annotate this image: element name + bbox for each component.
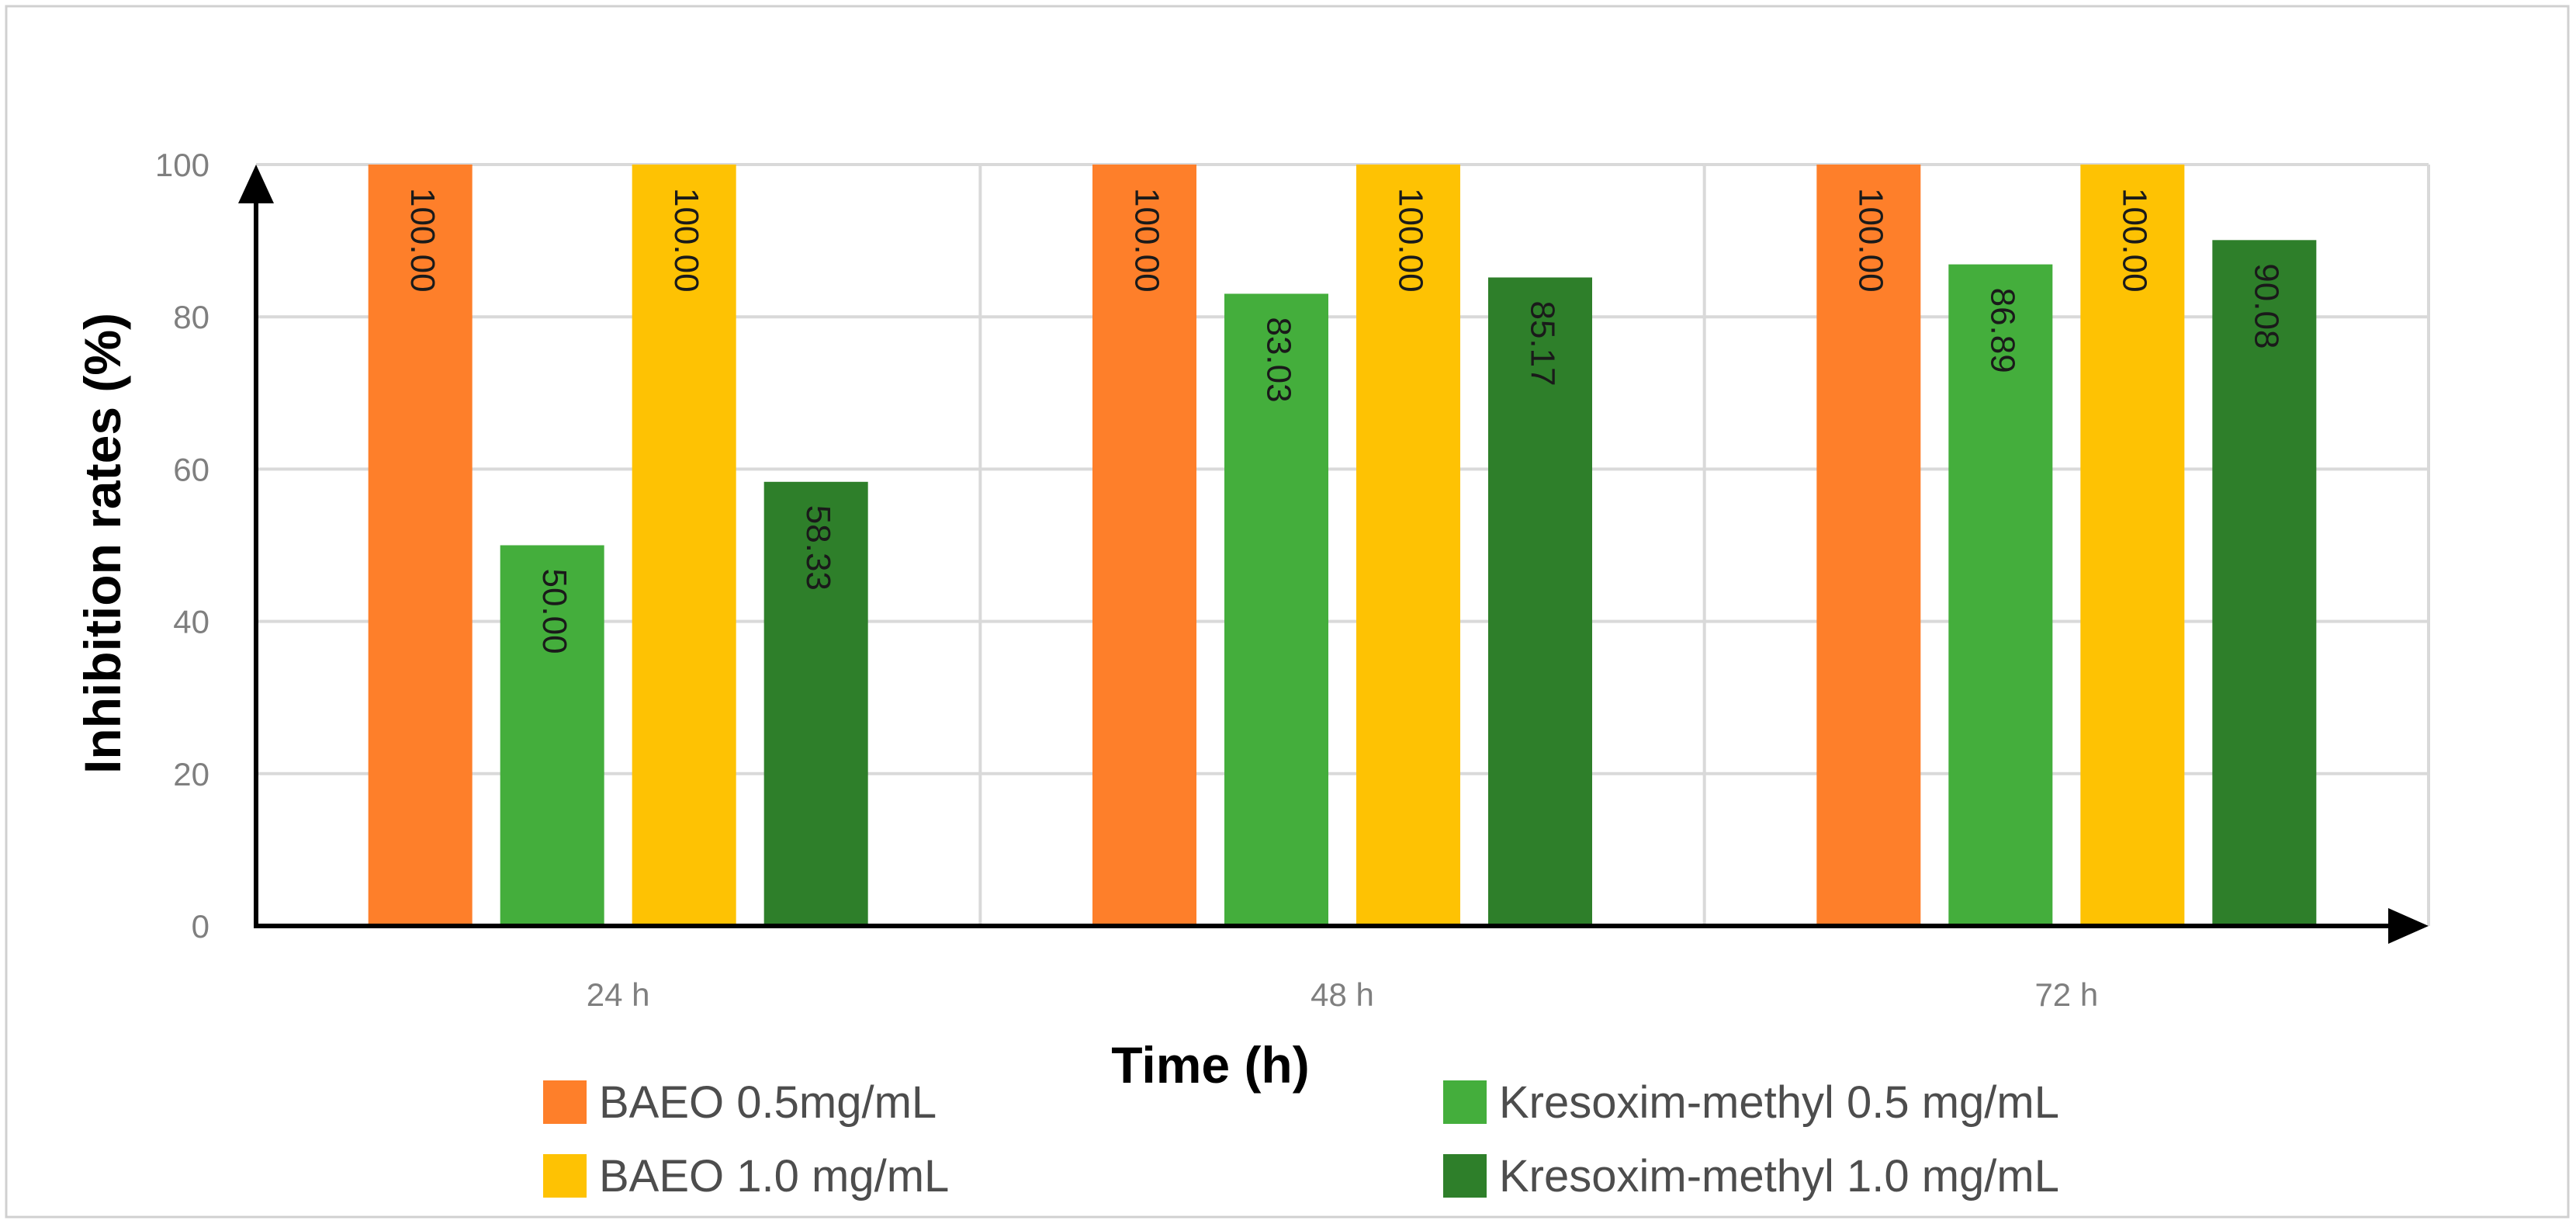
legend-label: Kresoxim-methyl 1.0 mg/mL <box>1499 1151 2059 1201</box>
bar-3-1 <box>1816 165 1921 926</box>
bar-2-4 <box>1488 277 1592 926</box>
y-tick-label: 0 <box>192 908 209 945</box>
x-axis-arrow <box>2388 908 2429 944</box>
bar-2-3 <box>1356 165 1460 926</box>
x-tick-label: 72 h <box>2034 976 2098 1013</box>
legend-swatch <box>543 1154 587 1198</box>
data-label: 83.03 <box>1259 317 1297 402</box>
legend-swatch <box>543 1080 587 1124</box>
data-label: 50.00 <box>535 569 573 654</box>
y-tick-label: 40 <box>173 604 209 640</box>
legend-label: BAEO 1.0 mg/mL <box>599 1151 949 1201</box>
legend-label: BAEO 0.5mg/mL <box>599 1077 937 1128</box>
data-label: 86.89 <box>1984 288 2022 373</box>
data-label: 100.00 <box>403 188 441 293</box>
bar-1-2 <box>500 545 604 926</box>
legend-label: Kresoxim-methyl 0.5 mg/mL <box>1499 1077 2059 1128</box>
data-label: 100.00 <box>2116 188 2154 293</box>
data-label: 100.00 <box>1127 188 1165 293</box>
chart-border <box>5 5 2570 1219</box>
legend-swatch <box>1443 1080 1487 1124</box>
y-tick-label: 80 <box>173 299 209 335</box>
y-tick-label: 60 <box>173 451 209 487</box>
data-label: 100.00 <box>1391 188 1429 293</box>
data-label: 85.17 <box>1523 300 1561 386</box>
y-axis-arrow <box>238 165 274 203</box>
y-tick-label: 20 <box>173 756 209 792</box>
bar-3-2 <box>1948 264 2053 926</box>
bar-3-3 <box>2080 165 2185 926</box>
bar-3-4 <box>2212 240 2317 926</box>
bar-1-4 <box>763 481 868 926</box>
x-tick-label: 48 h <box>1311 976 1374 1013</box>
x-axis-title: Time (h) <box>1111 1036 1309 1094</box>
legend-swatch <box>1443 1154 1487 1198</box>
x-tick-label: 24 h <box>587 976 650 1013</box>
bar-2-1 <box>1092 165 1196 926</box>
y-axis-title: Inhibition rates (%) <box>74 313 131 774</box>
data-label: 58.33 <box>799 505 837 591</box>
bar-1-1 <box>368 165 473 926</box>
data-label: 100.00 <box>667 188 705 293</box>
data-label: 90.08 <box>2248 263 2286 348</box>
bar-2-2 <box>1224 293 1328 926</box>
data-label: 100.00 <box>1852 188 1890 293</box>
y-tick-label: 100 <box>155 147 209 183</box>
bar-1-3 <box>632 165 736 926</box>
